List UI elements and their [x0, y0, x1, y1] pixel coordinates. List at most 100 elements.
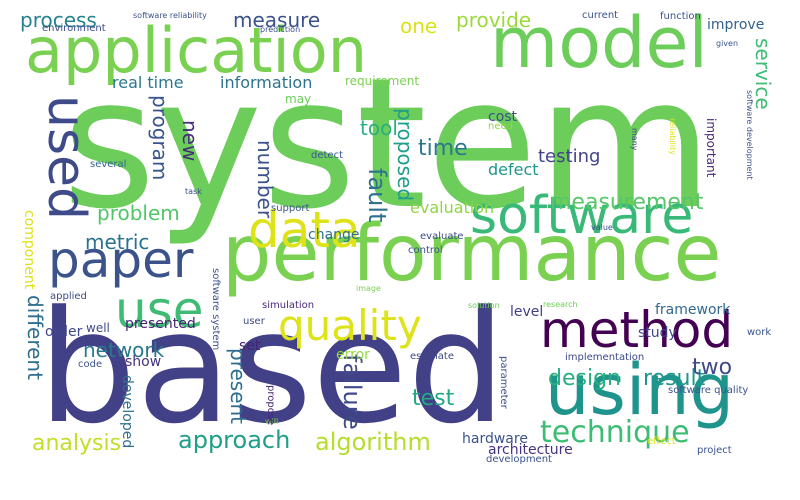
word-failure: failure — [338, 354, 366, 430]
word-used: used — [36, 95, 96, 221]
word-measure: measure — [233, 8, 321, 32]
word-effect: effect — [647, 436, 676, 447]
word-defect: defect — [488, 160, 539, 179]
word-many: many — [630, 128, 639, 151]
word-architecture: architecture — [488, 442, 573, 458]
word-change: change — [308, 227, 360, 243]
word-level: level — [510, 304, 544, 320]
word-show: show — [125, 354, 162, 370]
word-application: application — [25, 14, 367, 87]
word-given: given — [716, 39, 739, 48]
word-need: need — [488, 121, 513, 132]
word-two: two — [692, 355, 733, 380]
word-parameter: parameter — [498, 356, 509, 409]
word-method: method — [540, 301, 734, 359]
word-solution: solution — [468, 301, 500, 310]
word-provide: provide — [456, 8, 532, 32]
word-implementation: implementation — [565, 352, 645, 363]
word-applied: applied — [50, 291, 87, 302]
word-evaluate: evaluate — [420, 231, 464, 242]
word-algorithm: algorithm — [315, 428, 431, 456]
word-program: program — [148, 95, 172, 181]
word-task: task — [185, 187, 202, 196]
word-estimate: estimate — [410, 351, 455, 362]
word-process: process — [20, 8, 97, 32]
word-user: user — [243, 316, 265, 327]
word-work: work — [747, 327, 772, 338]
word-code: code — [78, 359, 103, 370]
word-set: set — [239, 338, 261, 354]
word-analysis: analysis — [32, 431, 122, 456]
word-presented: presented — [125, 316, 196, 332]
word-research: research — [543, 300, 578, 309]
word-software-reliability: software reliability — [133, 11, 207, 20]
word-using: using — [545, 349, 735, 431]
word-present: present — [226, 348, 250, 425]
word-paper: paper — [48, 231, 194, 289]
word-different: different — [23, 295, 47, 380]
word-software: software — [470, 186, 694, 246]
word-fault: fault — [363, 168, 391, 223]
word-network: network — [83, 338, 165, 362]
word-current: current — [582, 10, 619, 21]
word-information: information — [220, 73, 313, 92]
word-value: value — [591, 223, 613, 232]
word-new: new — [178, 120, 202, 162]
word-important: important — [704, 118, 718, 178]
word-approach: approach — [178, 426, 291, 454]
word-component: component — [21, 210, 37, 290]
word-software-system: software system — [210, 268, 221, 351]
word-environment: environment — [42, 23, 106, 34]
word-well: well — [86, 321, 110, 335]
word-problem: problem — [97, 201, 180, 225]
word-tool: tool — [360, 116, 398, 140]
word-technique: technique — [540, 415, 690, 450]
word-reliability: reliability — [668, 118, 677, 155]
word-improve: improve — [707, 17, 765, 33]
word-detect: detect — [311, 150, 343, 161]
word-software-quality: software quality — [668, 385, 749, 396]
word-test: test — [412, 386, 455, 411]
word-design: design — [548, 366, 621, 391]
word-first: first — [113, 107, 129, 116]
word-function: function — [660, 11, 701, 22]
word-development: development — [486, 454, 552, 465]
word-software-development: software development — [745, 90, 754, 180]
word-performance: performance — [222, 209, 722, 299]
word-image: image — [356, 284, 381, 293]
word-data: data — [248, 201, 361, 259]
word-framework: framework — [655, 302, 731, 318]
word-metric: metric — [85, 230, 150, 254]
word-time: time — [418, 136, 468, 161]
word-prediction: prediction — [260, 25, 301, 34]
word-quality: quality — [278, 301, 422, 350]
word-based: based — [38, 277, 506, 458]
word-study: study — [638, 325, 677, 341]
word-one: one — [400, 14, 438, 38]
word-number: number — [253, 140, 277, 219]
word-measurement: measurement — [550, 190, 704, 215]
word-may: may — [285, 92, 312, 106]
word-result: result — [643, 366, 706, 391]
word-order: order — [45, 324, 83, 340]
word-testing: testing — [538, 146, 601, 167]
word-service: service — [751, 38, 775, 110]
word-propose: propose — [265, 385, 276, 426]
word-system: system — [62, 40, 713, 249]
word-control: control — [408, 245, 443, 256]
word-evaluation: evaluation — [410, 198, 495, 217]
word-error: error — [336, 347, 370, 363]
word-hardware: hardware — [462, 431, 528, 447]
word-use: use — [115, 281, 204, 339]
word-model: model — [490, 2, 708, 84]
word-requirement: requirement — [345, 74, 420, 88]
word-real-time: real time — [112, 73, 184, 92]
word-proposed: proposed — [393, 108, 417, 202]
word-simulation: simulation — [262, 300, 315, 311]
word-cost: cost — [488, 109, 518, 125]
word-developed: developed — [119, 375, 135, 449]
word-will: will — [265, 417, 279, 426]
word-support: support — [271, 203, 310, 214]
word-several: several — [90, 159, 127, 170]
